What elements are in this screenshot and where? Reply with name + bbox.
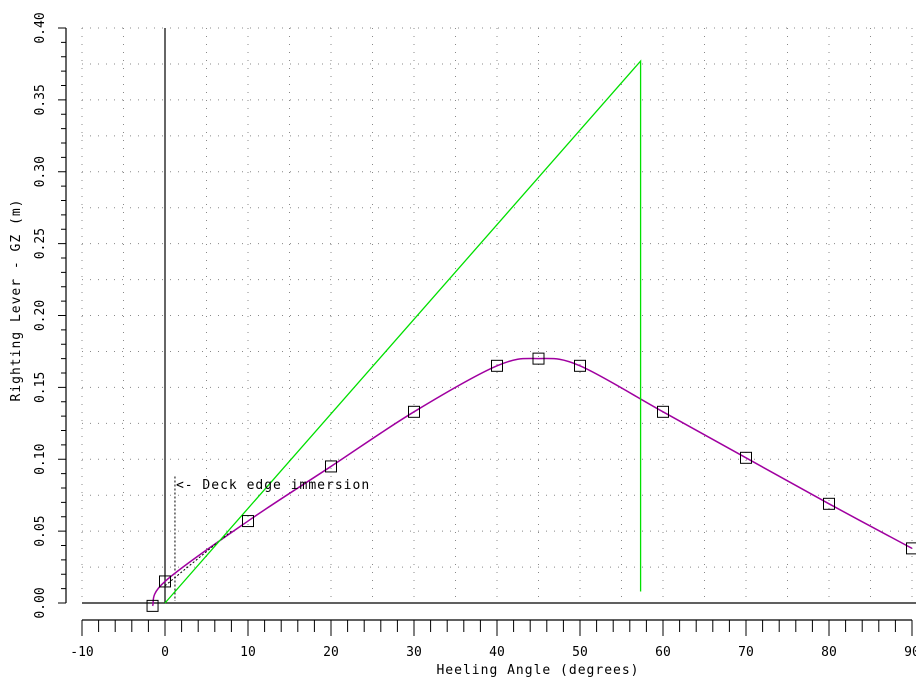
y-tick-label: 0.25 [33,228,48,259]
x-tick-label: -10 [70,645,93,660]
gz-data-point [574,359,586,372]
gz-curve-line [151,357,913,607]
grid [81,27,913,604]
y-tick-label: 0.15 [33,372,48,403]
gz-data-point [408,405,420,418]
x-tick-label: 90 [904,645,916,660]
y-tick-label: 0.35 [33,84,48,115]
y-tick-label: 0.30 [33,156,48,187]
y-tick-label: 0.10 [33,444,48,475]
x-tick-label: 30 [406,645,422,660]
y-tick-label: 0.40 [33,12,48,43]
gz-data-point [823,497,835,510]
x-tick-label: 20 [323,645,339,660]
x-tick-label: 60 [655,645,671,660]
gz-data-point [532,352,545,365]
x-tick-label: 10 [240,645,256,660]
gz-data-point [242,515,254,528]
gz-data-point [657,405,669,418]
gz-data-point [906,542,916,555]
deck-edge-annotation: <- Deck edge immersion [176,478,370,493]
gz-data-point [491,359,503,372]
x-tick-label: 70 [738,645,754,660]
y-tick-label: 0.05 [33,515,48,546]
initial-gm-line [164,59,642,604]
data-markers [146,352,916,612]
gz-data-point [325,460,337,473]
gz-data-point [740,451,752,464]
x-tick-label: 40 [489,645,505,660]
plot-series [151,59,913,607]
x-tick-label: 80 [821,645,837,660]
gz-data-point [159,575,171,588]
x-axis-title: Heeling Angle (degrees) [436,663,639,678]
x-axis-ticks: -10 0 10 20 30 40 50 60 70 80 90 [70,620,916,660]
y-tick-label: 0.20 [33,300,48,331]
y-axis-ticks: 0.00 0.05 0.10 0.15 0.20 0.25 0.30 0.35 0.40 [33,12,66,619]
x-tick-label: 0 [161,645,169,660]
y-axis-title: Righting Lever - GZ (m) [9,198,24,401]
gz-data-point [146,599,159,612]
y-tick-label: 0.00 [33,587,48,618]
x-tick-label: 50 [572,645,588,660]
